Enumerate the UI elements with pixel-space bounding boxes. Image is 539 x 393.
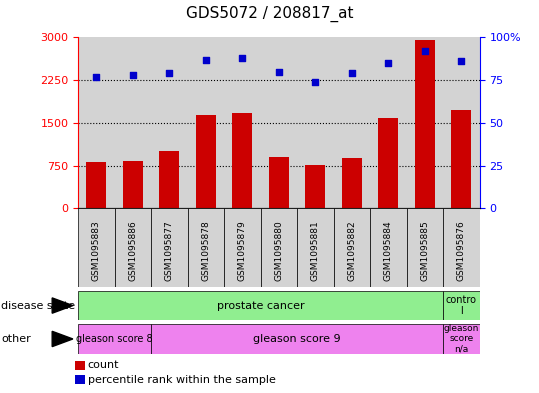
Bar [269, 157, 289, 208]
Text: GSM1095886: GSM1095886 [128, 220, 137, 281]
Text: count: count [88, 360, 119, 370]
Point [129, 72, 137, 78]
Bar [123, 161, 143, 208]
Text: prostate cancer: prostate cancer [217, 301, 305, 310]
Bar [443, 208, 480, 287]
Bar [86, 162, 106, 208]
Polygon shape [52, 298, 73, 313]
Bar [232, 112, 252, 208]
Point [311, 79, 320, 85]
Text: GSM1095884: GSM1095884 [384, 220, 393, 281]
Bar [407, 208, 443, 287]
Point [165, 70, 174, 76]
Text: GSM1095885: GSM1095885 [420, 220, 430, 281]
Point [274, 68, 284, 75]
Text: GSM1095877: GSM1095877 [165, 220, 174, 281]
Text: GSM1095878: GSM1095878 [202, 220, 210, 281]
Text: percentile rank within the sample: percentile rank within the sample [88, 375, 276, 384]
Bar [370, 208, 407, 287]
Text: gleason
score
n/a: gleason score n/a [444, 324, 479, 354]
Text: GSM1095879: GSM1095879 [238, 220, 247, 281]
Bar [115, 208, 151, 287]
Bar [261, 208, 297, 287]
Bar [160, 151, 179, 208]
Text: gleason score 9: gleason score 9 [253, 334, 341, 344]
Point [420, 48, 429, 54]
Point [384, 60, 393, 66]
Bar [443, 324, 480, 354]
Bar [443, 291, 480, 320]
Text: other: other [1, 334, 31, 344]
Text: GSM1095883: GSM1095883 [92, 220, 101, 281]
Text: GSM1095881: GSM1095881 [311, 220, 320, 281]
Point [238, 55, 247, 61]
Point [92, 73, 101, 80]
Text: disease state: disease state [1, 301, 75, 310]
Bar [151, 324, 443, 354]
Bar [151, 208, 188, 287]
Point [202, 57, 210, 63]
Bar [306, 165, 326, 208]
Bar [297, 208, 334, 287]
Bar [378, 118, 398, 208]
Text: contro
l: contro l [446, 295, 477, 316]
Point [348, 70, 356, 76]
Polygon shape [52, 331, 73, 347]
Bar [188, 208, 224, 287]
Text: GSM1095882: GSM1095882 [348, 220, 356, 281]
Bar [334, 208, 370, 287]
Bar [78, 208, 115, 287]
Bar [196, 116, 216, 208]
Text: gleason score 8: gleason score 8 [77, 334, 153, 344]
Bar [342, 158, 362, 208]
Bar [78, 324, 151, 354]
Bar [415, 40, 435, 208]
Text: GSM1095880: GSM1095880 [274, 220, 284, 281]
Bar [452, 110, 472, 208]
Text: GDS5072 / 208817_at: GDS5072 / 208817_at [186, 6, 353, 22]
Text: GSM1095876: GSM1095876 [457, 220, 466, 281]
Bar [224, 208, 261, 287]
Point [457, 58, 466, 64]
